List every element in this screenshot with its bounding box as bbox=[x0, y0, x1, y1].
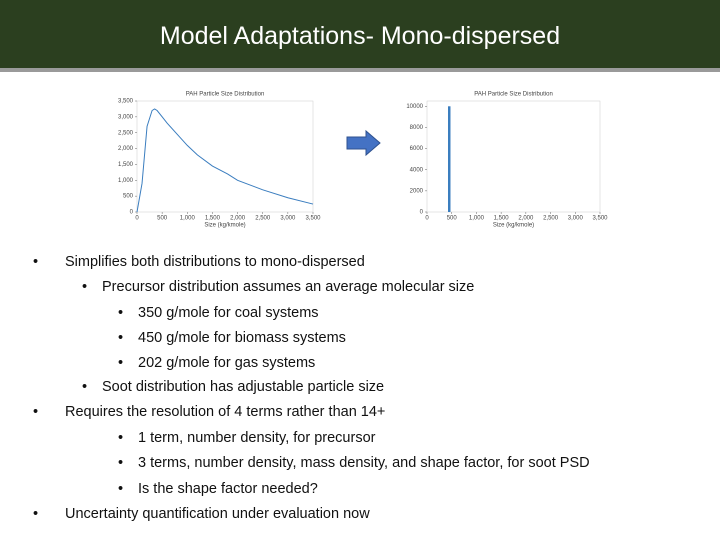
bullet: Soot distribution has adjustable particl… bbox=[82, 379, 384, 395]
chart-title: PAH Particle Size Distribution bbox=[474, 92, 553, 98]
y-tick-label: 10000 bbox=[406, 104, 423, 110]
x-tick-label: 500 bbox=[157, 216, 168, 222]
x-tick-label: 2,500 bbox=[543, 216, 559, 222]
y-tick-label: 8000 bbox=[410, 125, 424, 131]
x-tick-label: 0 bbox=[135, 216, 139, 222]
bullet: Simplifies both distributions to mono-di… bbox=[33, 254, 365, 270]
x-tick-label: 2,000 bbox=[518, 216, 534, 222]
y-tick-label: 3,000 bbox=[118, 114, 134, 120]
x-tick-label: 1,000 bbox=[180, 216, 196, 222]
x-tick-label: 3,500 bbox=[592, 216, 608, 222]
y-tick-label: 0 bbox=[130, 210, 134, 216]
x-tick-label: 1,500 bbox=[494, 216, 510, 222]
x-tick-label: 3,000 bbox=[280, 216, 296, 222]
x-tick-label: 500 bbox=[447, 216, 458, 222]
line bbox=[136, 108, 314, 213]
y-tick-label: 2,500 bbox=[118, 130, 134, 136]
plot-frame bbox=[426, 100, 601, 213]
bullet: Precursor distribution assumes an averag… bbox=[82, 279, 474, 295]
charts: PAH Particle Size Distribution Size (kg/k… bbox=[118, 92, 608, 229]
x-tick-label: 3,000 bbox=[568, 216, 584, 222]
chart-title: PAH Particle Size Distribution bbox=[186, 92, 265, 98]
bullet: Requires the resolution of 4 terms rathe… bbox=[33, 404, 385, 420]
plot-frame bbox=[136, 100, 314, 213]
bullet: 350 g/mole for coal systems bbox=[118, 305, 318, 321]
y-tick-label: 0 bbox=[420, 210, 424, 216]
x-tick-label: 3,500 bbox=[305, 216, 321, 222]
x-tick-label: 1,000 bbox=[469, 216, 485, 222]
x-tick-label: 2,500 bbox=[255, 216, 271, 222]
x-tick-label: 1,500 bbox=[205, 216, 221, 222]
bullet: 450 g/mole for biomass systems bbox=[118, 330, 346, 346]
y-tick-label: 3,500 bbox=[118, 99, 134, 105]
y-tick-label: 2000 bbox=[410, 188, 424, 194]
bullet: Is the shape factor needed? bbox=[118, 481, 318, 497]
bullet: 202 g/mole for gas systems bbox=[118, 355, 315, 371]
x-axis-label: Size (kg/kmole) bbox=[493, 223, 534, 229]
y-tick-label: 1,500 bbox=[118, 162, 134, 168]
bullet: 1 term, number density, for precursor bbox=[118, 430, 376, 446]
y-tick-label: 2,000 bbox=[118, 146, 134, 152]
y-tick-label: 6000 bbox=[410, 146, 424, 152]
arrow bbox=[346, 129, 381, 157]
header: Model Adaptations- Mono-dispersed bbox=[0, 0, 720, 72]
y-tick-label: 1,000 bbox=[118, 178, 134, 184]
slide-title: Model Adaptations- Mono-dispersed bbox=[159, 22, 561, 50]
x-axis-label: Size (kg/kmole) bbox=[204, 223, 245, 229]
bullet: 3 terms, number density, mass density, a… bbox=[118, 455, 590, 471]
x-tick-label: 0 bbox=[425, 216, 429, 222]
y-tick-label: 500 bbox=[123, 194, 134, 200]
x-tick-label: 2,000 bbox=[230, 216, 246, 222]
bullet: Uncertainty quantification under evaluat… bbox=[33, 506, 370, 522]
bar bbox=[448, 106, 451, 212]
y-tick-label: 4000 bbox=[410, 167, 424, 173]
